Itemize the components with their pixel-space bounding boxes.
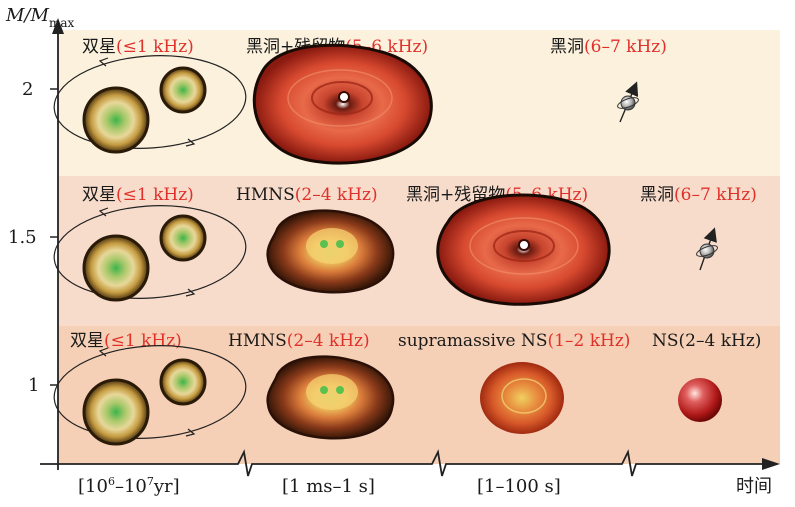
row2-label-hmns: HMNS(2–4 kHz) <box>236 185 378 205</box>
x-tick-label-merger: [1 ms–1 s] <box>282 476 375 497</box>
row1-binary-system <box>53 55 247 154</box>
y-tick-label-1-5: 1.5 <box>8 227 37 248</box>
supramassive-ns-body <box>480 362 564 434</box>
x-axis-title: 时间 <box>736 476 772 497</box>
hmns-core <box>306 374 358 410</box>
neutron-star-small <box>159 66 207 114</box>
disk-swirl <box>493 230 555 262</box>
row1-black-hole <box>617 81 639 123</box>
y-axis-arrow <box>52 18 64 34</box>
neutron-star-sphere <box>678 378 722 422</box>
orbit-arrow-icon <box>98 347 109 357</box>
orbit-arrow-icon <box>185 138 196 147</box>
x-tick-label-binary-era: [106–107yr] <box>78 475 180 497</box>
neutron-star-small <box>159 358 207 406</box>
y-tick-label-1: 1 <box>28 375 39 396</box>
hmns-core-spot <box>336 386 344 394</box>
row2-bh-remnant-disk <box>436 193 611 306</box>
x-tick-label-post-merger: [1–100 s] <box>477 476 561 497</box>
row2-binary-system <box>53 205 247 302</box>
row2-label-bh: 黑洞(6–7 kHz) <box>640 185 757 205</box>
row3-neutron-star <box>678 378 722 422</box>
disk-swirl <box>287 69 393 127</box>
row1-bh-remnant-disk <box>252 43 433 165</box>
neutron-star-large <box>82 86 150 154</box>
row3-label-hmns: HMNS(2–4 kHz) <box>228 331 370 351</box>
orbit-arrow-icon <box>185 288 196 297</box>
x-axis-arrow <box>762 458 780 470</box>
row2-label-binary: 双星(≤1 kHz) <box>82 185 194 205</box>
hmns-core-spot <box>320 240 328 248</box>
hmns-core <box>306 228 358 264</box>
row2-hmns <box>266 209 395 294</box>
orbit-arrow-icon <box>185 428 196 437</box>
y-axis-title-sub: max <box>49 16 75 30</box>
black-hole-sphere <box>699 243 715 259</box>
row3-binary-system <box>53 345 247 446</box>
x-axis <box>40 449 768 477</box>
row2-black-hole <box>696 227 718 271</box>
spin-ring-icon <box>696 245 718 257</box>
neutron-star-large <box>82 378 150 446</box>
y-tick-label-2: 2 <box>22 79 33 100</box>
accretion-disk <box>252 43 433 165</box>
hmns-core-spot <box>320 386 328 394</box>
y-axis-title: M/Mmax <box>5 5 74 30</box>
binary-orbit <box>53 345 247 439</box>
row1-label-binary: 双星(≤1 kHz) <box>82 37 194 57</box>
binary-orbit <box>53 205 247 299</box>
black-hole-core <box>338 91 350 103</box>
orbit-arrow-icon <box>98 207 109 217</box>
hmns-core-spot <box>336 240 344 248</box>
orbit-arrow-icon <box>98 57 109 67</box>
row3-label-supramassive-ns: supramassive NS(1–2 kHz) <box>398 331 630 351</box>
neutron-star-large <box>82 234 150 302</box>
supramassive-ns-swirl <box>501 378 547 414</box>
disk-swirl <box>311 81 373 115</box>
black-hole-core <box>518 239 530 251</box>
neutron-star-small <box>159 214 207 262</box>
row3-label-ns: NS(2–4 kHz) <box>652 331 761 351</box>
binary-orbit <box>53 55 247 149</box>
row3-hmns <box>266 355 395 440</box>
row1-label-bh: 黑洞(6–7 kHz) <box>550 37 667 57</box>
disk-swirl <box>469 217 579 275</box>
spin-ring-icon <box>617 97 639 109</box>
row3-supramassive-ns <box>480 362 564 434</box>
black-hole-sphere <box>620 95 636 111</box>
